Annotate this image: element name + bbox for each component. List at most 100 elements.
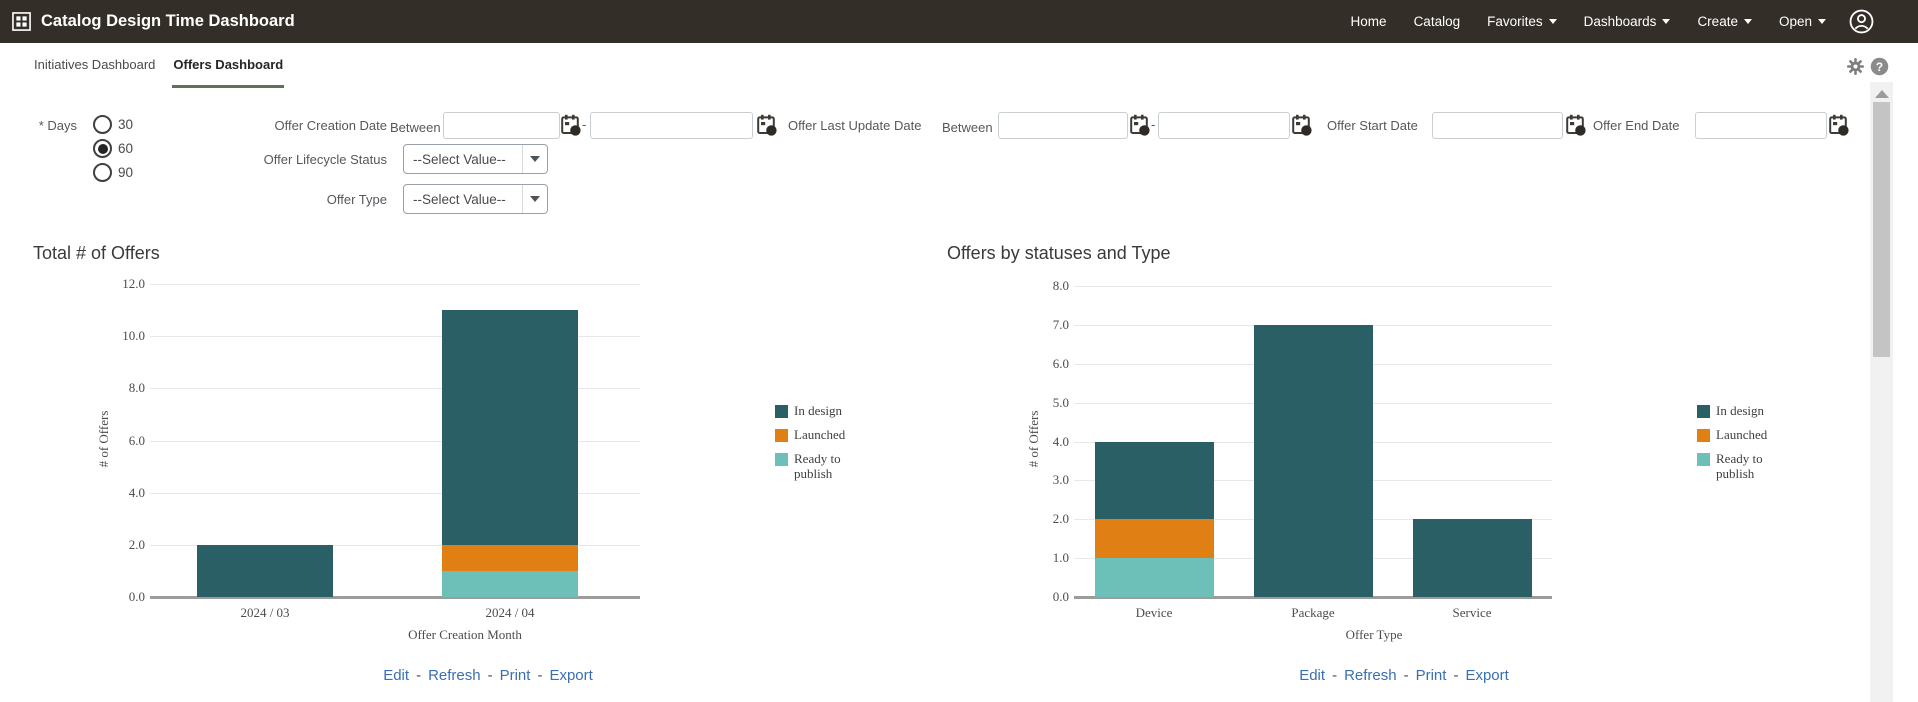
x-axis-title: Offer Creation Month <box>408 627 522 642</box>
legend-swatch <box>1697 428 1710 442</box>
legend-swatch <box>1697 405 1710 418</box>
offer-type-select[interactable]: --Select Value-- <box>403 184 548 214</box>
days-radio-label: 90 <box>118 165 134 180</box>
page-title: Catalog Design Time Dashboard <box>41 12 295 30</box>
chevron-down-icon <box>1818 19 1826 24</box>
offer-type-label: Offer Type <box>326 192 387 207</box>
x-axis-line <box>1074 596 1552 599</box>
offer-lifecycle-status-label: Offer Lifecycle Status <box>263 152 387 167</box>
offer-last-update-date-label: Offer Last Update Date <box>788 118 922 133</box>
offer-creation-date-to-input[interactable] <box>590 112 753 139</box>
tab-offers-dashboard[interactable]: Offers Dashboard <box>172 43 285 88</box>
calendar-icon[interactable] <box>1130 114 1150 136</box>
y-tick-label: 4.0 <box>128 484 145 500</box>
x-category-label: Service <box>1452 605 1492 620</box>
chart-links: Edit - Refresh - Print - Export <box>383 667 593 684</box>
legend-label: Launched <box>794 426 846 442</box>
y-tick-label: 6.0 <box>128 432 145 448</box>
offer-lifecycle-status-select[interactable]: --Select Value-- <box>403 144 548 174</box>
calendar-icon[interactable] <box>561 114 581 136</box>
days-radio-label: 30 <box>118 117 134 132</box>
x-axis-line <box>150 596 640 599</box>
x-category-label: Device <box>1135 605 1173 620</box>
bar-segment-in-design <box>1253 324 1373 597</box>
gear-icon[interactable] <box>1846 57 1865 76</box>
nav-item-label: Favorites <box>1487 14 1543 29</box>
nav-item-create[interactable]: Create <box>1697 14 1752 29</box>
help-icon[interactable]: ? <box>1870 57 1889 76</box>
y-tick-label: 8.0 <box>1052 278 1069 293</box>
legend-item-in-design: In design <box>775 403 856 419</box>
offer-end-date-input[interactable] <box>1695 112 1827 139</box>
vertical-scrollbar-thumb[interactable] <box>1873 102 1890 357</box>
y-tick-label: 12.0 <box>122 276 145 291</box>
chart-link-edit[interactable]: Edit <box>1299 667 1326 684</box>
calendar-icon[interactable] <box>1829 114 1849 136</box>
legend-label: Ready to publish <box>794 450 841 481</box>
gridline <box>1074 286 1552 287</box>
legend-swatch <box>775 452 788 466</box>
offer-creation-date-label: Offer Creation Date <box>274 118 387 133</box>
calendar-icon[interactable] <box>757 114 777 136</box>
link-separator: - <box>1332 667 1338 684</box>
days-radio-60[interactable] <box>93 139 112 158</box>
nav-item-label: Open <box>1778 14 1812 29</box>
user-account-icon[interactable] <box>1849 9 1874 34</box>
legend-swatch <box>775 405 788 418</box>
offer-creation-date-from-input[interactable] <box>443 112 560 139</box>
chart-title-offers-by-statuses-and-type: Offers by statuses and Type <box>947 243 1171 263</box>
gridline <box>150 388 640 390</box>
nav-item-favorites[interactable]: Favorites <box>1487 14 1557 29</box>
bar-segment-in-design <box>1094 441 1214 520</box>
bar-segment-launched <box>1094 519 1214 559</box>
tab-initiatives-dashboard[interactable]: Initiatives Dashboard <box>33 43 156 88</box>
calendar-icon[interactable] <box>1292 114 1312 136</box>
chart-link-print[interactable]: Print <box>1415 667 1447 684</box>
legend-item-launched: Launched <box>1697 427 1778 443</box>
legend-swatch <box>775 428 788 442</box>
gridline <box>150 544 640 546</box>
x-category-label: 2024 / 03 <box>240 605 290 620</box>
chart-link-edit[interactable]: Edit <box>383 667 410 684</box>
y-tick-label: 2.0 <box>128 536 145 552</box>
link-separator: - <box>1453 667 1459 684</box>
offer-last-update-date-from-input[interactable] <box>998 112 1128 139</box>
legend-item-launched: Launched <box>775 426 856 443</box>
between-label: Between <box>942 120 993 135</box>
chart-link-refresh[interactable]: Refresh <box>428 667 481 684</box>
days-label: * Days <box>38 118 77 133</box>
nav-item-catalog[interactable]: Catalog <box>1414 14 1461 29</box>
y-tick-label: 0.0 <box>128 589 145 604</box>
nav-item-home[interactable]: Home <box>1351 14 1387 29</box>
y-tick-label: 1.0 <box>1052 550 1069 566</box>
days-radio-90[interactable] <box>93 163 112 182</box>
range-dash: - <box>582 117 587 132</box>
offer-last-update-date-to-input[interactable] <box>1158 112 1290 139</box>
grid-logo-icon <box>12 12 31 31</box>
select-dropdown-button[interactable] <box>522 145 547 173</box>
bar-segment-in-design <box>442 310 578 545</box>
y-tick-label: 2.0 <box>1052 511 1069 527</box>
chart-link-refresh[interactable]: Refresh <box>1344 667 1397 684</box>
link-separator: - <box>487 667 493 684</box>
days-radio-label: 60 <box>118 141 134 156</box>
nav-item-open[interactable]: Open <box>1779 14 1826 29</box>
between-label: Between <box>390 120 441 135</box>
nav-item-label: Create <box>1697 14 1738 29</box>
calendar-icon[interactable] <box>1566 114 1586 136</box>
days-radio-30[interactable] <box>93 115 112 134</box>
nav-item-dashboards[interactable]: Dashboards <box>1584 14 1671 29</box>
chevron-down-icon <box>530 156 540 162</box>
y-tick-label: 10.0 <box>122 328 145 344</box>
chart-link-print[interactable]: Print <box>499 667 531 684</box>
bar-segment-in-design <box>1412 519 1532 597</box>
bar-segment-in-design <box>197 544 333 597</box>
gridline <box>150 284 640 285</box>
legend-label: In design <box>1716 403 1765 418</box>
tab-bar: Initiatives Dashboard Offers Dashboard ? <box>0 43 1918 88</box>
scrollbar-up-arrow-icon[interactable] <box>1875 90 1889 98</box>
offer-start-date-input[interactable] <box>1432 112 1563 139</box>
select-dropdown-button[interactable] <box>522 185 547 213</box>
chart-link-export[interactable]: Export <box>549 667 593 684</box>
chart-link-export[interactable]: Export <box>1465 667 1509 684</box>
